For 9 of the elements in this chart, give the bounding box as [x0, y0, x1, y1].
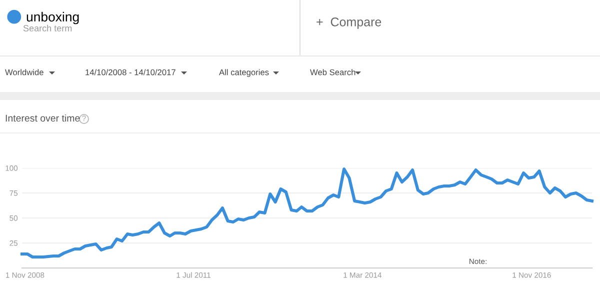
- text: 14/10/2008 - 14/10/2017: [86, 69, 176, 76]
- text: Worldwide: [5, 69, 44, 76]
- text: Web Search: [310, 69, 356, 76]
- text: Search term: [23, 24, 72, 32]
- legend-label: unboxing: [26, 12, 79, 24]
- text: All categories: [219, 69, 269, 77]
- chart-title: Interest over time: [6, 114, 80, 122]
- text: + Compare: [316, 18, 382, 29]
- line-series: [20, 167, 594, 259]
